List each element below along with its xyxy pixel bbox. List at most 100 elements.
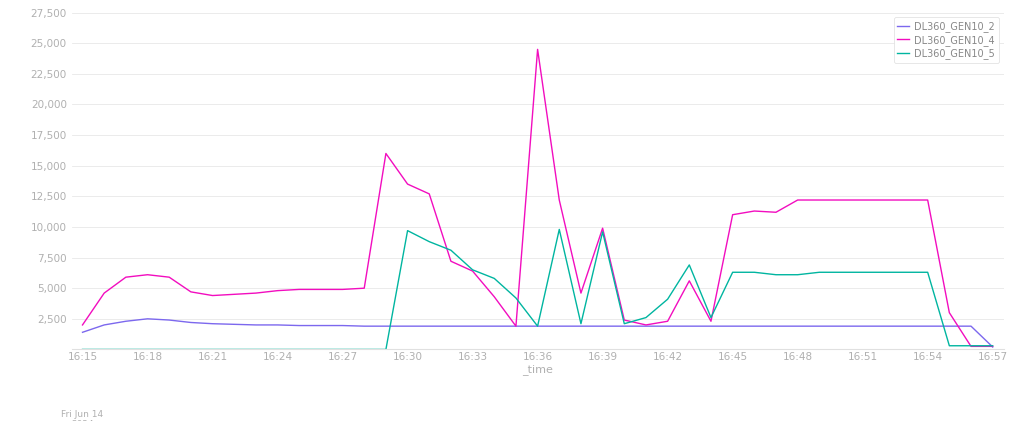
DL360_GEN10_2 — [879, 324, 891, 329]
DL360_GEN10_5 — [467, 267, 479, 272]
DL360_GEN10_2 — [337, 323, 349, 328]
DL360_GEN10_5 — [293, 347, 305, 352]
DL360_GEN10_5 — [965, 343, 977, 348]
Line: DL360_GEN10_2: DL360_GEN10_2 — [83, 319, 992, 347]
DL360_GEN10_4 — [574, 290, 587, 296]
DL360_GEN10_5 — [423, 239, 435, 244]
DL360_GEN10_5 — [401, 228, 414, 233]
DL360_GEN10_4 — [705, 319, 717, 324]
DL360_GEN10_4 — [640, 322, 652, 328]
DL360_GEN10_2 — [683, 324, 695, 329]
DL360_GEN10_2 — [813, 324, 825, 329]
DL360_GEN10_5 — [228, 347, 241, 352]
DL360_GEN10_4 — [792, 197, 804, 203]
DL360_GEN10_5 — [726, 270, 738, 275]
DL360_GEN10_4 — [813, 197, 825, 203]
Legend: DL360_GEN10_2, DL360_GEN10_4, DL360_GEN10_5: DL360_GEN10_2, DL360_GEN10_4, DL360_GEN1… — [894, 18, 998, 63]
DL360_GEN10_4 — [662, 319, 674, 324]
DL360_GEN10_2 — [553, 324, 565, 329]
DL360_GEN10_5 — [184, 347, 197, 352]
DL360_GEN10_2 — [444, 324, 457, 329]
DL360_GEN10_5 — [488, 276, 501, 281]
DL360_GEN10_2 — [401, 324, 414, 329]
DL360_GEN10_5 — [271, 347, 284, 352]
DL360_GEN10_5 — [531, 324, 544, 329]
DL360_GEN10_5 — [792, 272, 804, 277]
DL360_GEN10_4 — [271, 288, 284, 293]
DL360_GEN10_2 — [314, 323, 327, 328]
DL360_GEN10_5 — [640, 315, 652, 320]
DL360_GEN10_4 — [618, 317, 631, 322]
DL360_GEN10_2 — [250, 322, 262, 328]
DL360_GEN10_4 — [207, 293, 219, 298]
DL360_GEN10_2 — [380, 324, 392, 329]
DL360_GEN10_4 — [120, 274, 132, 280]
DL360_GEN10_5 — [662, 297, 674, 302]
DL360_GEN10_2 — [922, 324, 934, 329]
DL360_GEN10_2 — [271, 322, 284, 328]
DL360_GEN10_5 — [986, 343, 998, 348]
DL360_GEN10_2 — [293, 323, 305, 328]
DL360_GEN10_4 — [683, 278, 695, 283]
DL360_GEN10_4 — [879, 197, 891, 203]
Line: DL360_GEN10_5: DL360_GEN10_5 — [83, 229, 992, 349]
DL360_GEN10_4 — [596, 226, 608, 231]
DL360_GEN10_4 — [358, 286, 371, 291]
DL360_GEN10_5 — [163, 347, 175, 352]
DL360_GEN10_5 — [380, 347, 392, 352]
DL360_GEN10_4 — [467, 269, 479, 274]
DL360_GEN10_5 — [770, 272, 782, 277]
DL360_GEN10_4 — [293, 287, 305, 292]
DL360_GEN10_2 — [705, 324, 717, 329]
DL360_GEN10_5 — [444, 248, 457, 253]
DL360_GEN10_4 — [141, 272, 154, 277]
DL360_GEN10_5 — [835, 270, 847, 275]
DL360_GEN10_2 — [423, 324, 435, 329]
DL360_GEN10_5 — [337, 347, 349, 352]
DL360_GEN10_4 — [726, 212, 738, 217]
DL360_GEN10_5 — [943, 343, 955, 348]
DL360_GEN10_2 — [618, 324, 631, 329]
DL360_GEN10_2 — [531, 324, 544, 329]
DL360_GEN10_2 — [488, 324, 501, 329]
DL360_GEN10_4 — [228, 292, 241, 297]
DL360_GEN10_5 — [749, 270, 761, 275]
DL360_GEN10_2 — [163, 317, 175, 322]
DL360_GEN10_2 — [640, 324, 652, 329]
DL360_GEN10_4 — [488, 294, 501, 299]
DL360_GEN10_4 — [835, 197, 847, 203]
DL360_GEN10_4 — [184, 289, 197, 294]
DL360_GEN10_2 — [856, 324, 868, 329]
DL360_GEN10_5 — [574, 321, 587, 326]
DL360_GEN10_5 — [705, 315, 717, 320]
DL360_GEN10_4 — [900, 197, 912, 203]
DL360_GEN10_5 — [98, 347, 111, 352]
DL360_GEN10_2 — [792, 324, 804, 329]
DL360_GEN10_5 — [900, 270, 912, 275]
DL360_GEN10_2 — [986, 344, 998, 349]
DL360_GEN10_4 — [553, 197, 565, 203]
DL360_GEN10_4 — [250, 290, 262, 296]
DL360_GEN10_2 — [835, 324, 847, 329]
DL360_GEN10_4 — [77, 322, 89, 328]
DL360_GEN10_5 — [77, 347, 89, 352]
DL360_GEN10_2 — [943, 324, 955, 329]
DL360_GEN10_2 — [662, 324, 674, 329]
DL360_GEN10_5 — [683, 262, 695, 267]
DL360_GEN10_2 — [120, 319, 132, 324]
DL360_GEN10_4 — [986, 344, 998, 349]
DL360_GEN10_4 — [922, 197, 934, 203]
DL360_GEN10_5 — [879, 270, 891, 275]
DL360_GEN10_2 — [900, 324, 912, 329]
DL360_GEN10_5 — [922, 270, 934, 275]
DL360_GEN10_5 — [141, 347, 154, 352]
DL360_GEN10_4 — [314, 287, 327, 292]
DL360_GEN10_5 — [813, 270, 825, 275]
X-axis label: _time: _time — [522, 364, 553, 375]
DL360_GEN10_5 — [207, 347, 219, 352]
Line: DL360_GEN10_4: DL360_GEN10_4 — [83, 49, 992, 346]
DL360_GEN10_2 — [358, 324, 371, 329]
DL360_GEN10_5 — [856, 270, 868, 275]
DL360_GEN10_2 — [574, 324, 587, 329]
DL360_GEN10_2 — [510, 324, 522, 329]
